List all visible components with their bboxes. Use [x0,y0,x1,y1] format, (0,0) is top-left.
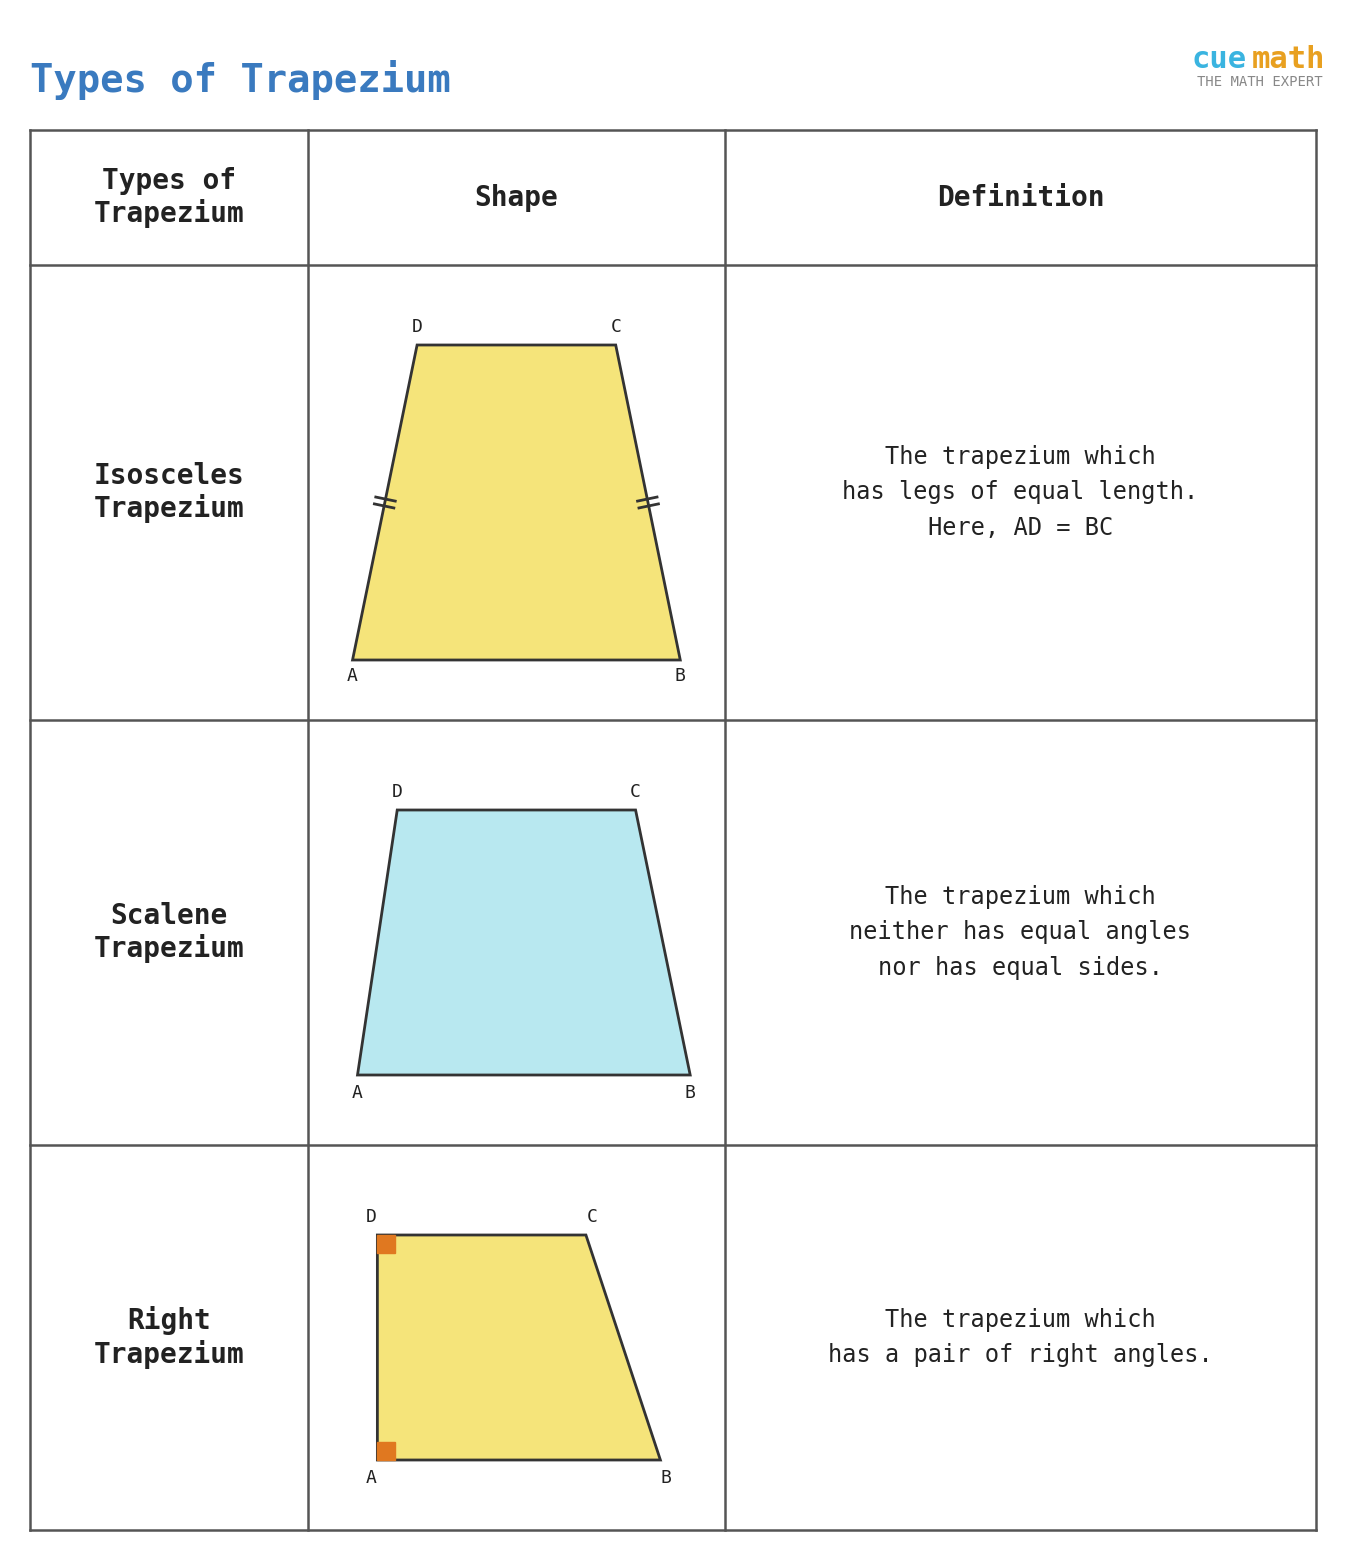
Text: A: A [352,1083,363,1102]
Text: C: C [587,1207,598,1226]
Text: D: D [366,1207,377,1226]
Bar [378,1442,396,1460]
Text: B: B [675,667,686,684]
Text: D: D [392,784,402,801]
Text: The trapezium which
has legs of equal length.
Here, AD = BC: The trapezium which has legs of equal le… [843,445,1199,540]
Bar [378,1235,396,1252]
Text: C: C [630,784,641,801]
Text: The trapezium which
has a pair of right angles.: The trapezium which has a pair of right … [828,1308,1213,1367]
Text: Scalene
Trapezium: Scalene Trapezium [93,902,244,964]
Polygon shape [378,1235,660,1460]
Text: B: B [661,1470,672,1487]
Text: Isosceles
Trapezium: Isosceles Trapezium [93,461,244,523]
Text: A: A [366,1470,377,1487]
Text: cue: cue [1191,45,1247,74]
Text: Types of Trapezium: Types of Trapezium [30,61,451,99]
Polygon shape [352,345,680,660]
Polygon shape [358,810,690,1076]
Text: math: math [1251,45,1325,74]
Text: Right
Trapezium: Right Trapezium [93,1307,244,1369]
Text: The trapezium which
neither has equal angles
nor has equal sides.: The trapezium which neither has equal an… [850,885,1191,979]
Text: B: B [684,1083,695,1102]
Text: C: C [610,318,621,335]
Text: A: A [347,667,358,684]
Text: THE MATH EXPERT: THE MATH EXPERT [1196,74,1322,88]
Text: Shape: Shape [474,183,558,211]
Text: D: D [412,318,423,335]
Text: Definition: Definition [936,183,1104,211]
Text: Types of
Trapezium: Types of Trapezium [93,166,244,228]
